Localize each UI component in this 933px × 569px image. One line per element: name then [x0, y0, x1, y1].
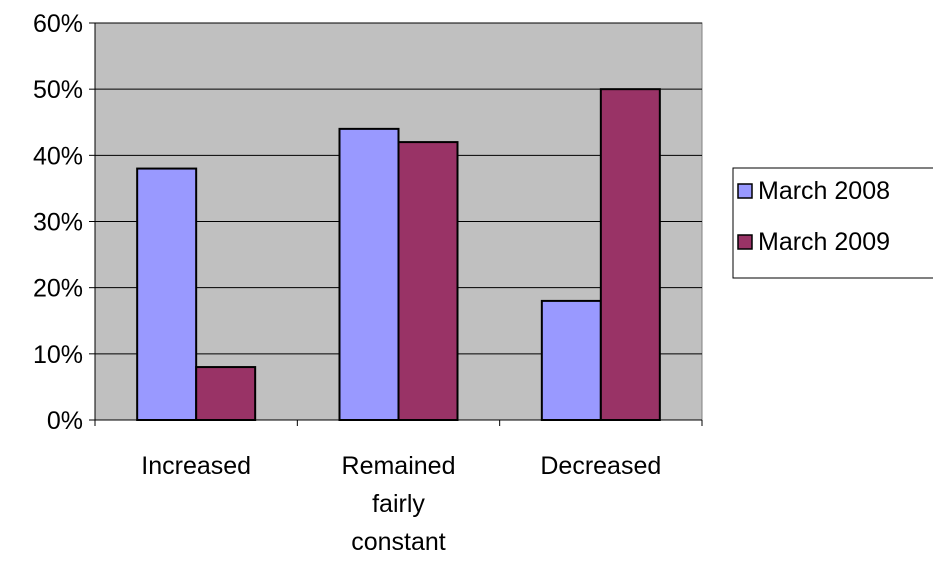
y-tick-label: 0%: [47, 407, 83, 435]
tick-labels: 0% 10% 20% 30% 40% 50% 60% Increased Remained fai…: [33, 10, 661, 556]
y-tick-label: 60%: [33, 10, 83, 38]
legend: March 2008 March 2009: [732, 167, 933, 279]
y-tick-label: 10%: [33, 341, 83, 369]
legend-swatch: [737, 183, 753, 199]
y-tick-label: 50%: [33, 76, 83, 104]
bars: [136, 88, 661, 422]
x-tick-label: Increased: [141, 452, 251, 480]
legend-box: [732, 167, 933, 279]
y-tick-label: 40%: [33, 142, 83, 170]
bar-march-2009-0: [195, 366, 257, 422]
legend-swatch: [737, 234, 753, 250]
legend-label: March 2008: [758, 177, 890, 205]
y-tick-label: 20%: [33, 275, 83, 303]
x-tick-label: Decreased: [540, 452, 661, 480]
bar-march-2008-0: [136, 167, 198, 421]
bar-march-2008-2: [540, 299, 602, 421]
x-tick-label: Remained fairly constant: [342, 452, 456, 556]
legend-label: March 2009: [758, 228, 890, 256]
axes: [89, 22, 703, 426]
bar-march-2009-1: [397, 141, 459, 421]
bar-march-2008-1: [338, 127, 400, 421]
y-tick-label: 30%: [33, 209, 83, 237]
bar-march-2009-2: [599, 88, 661, 422]
